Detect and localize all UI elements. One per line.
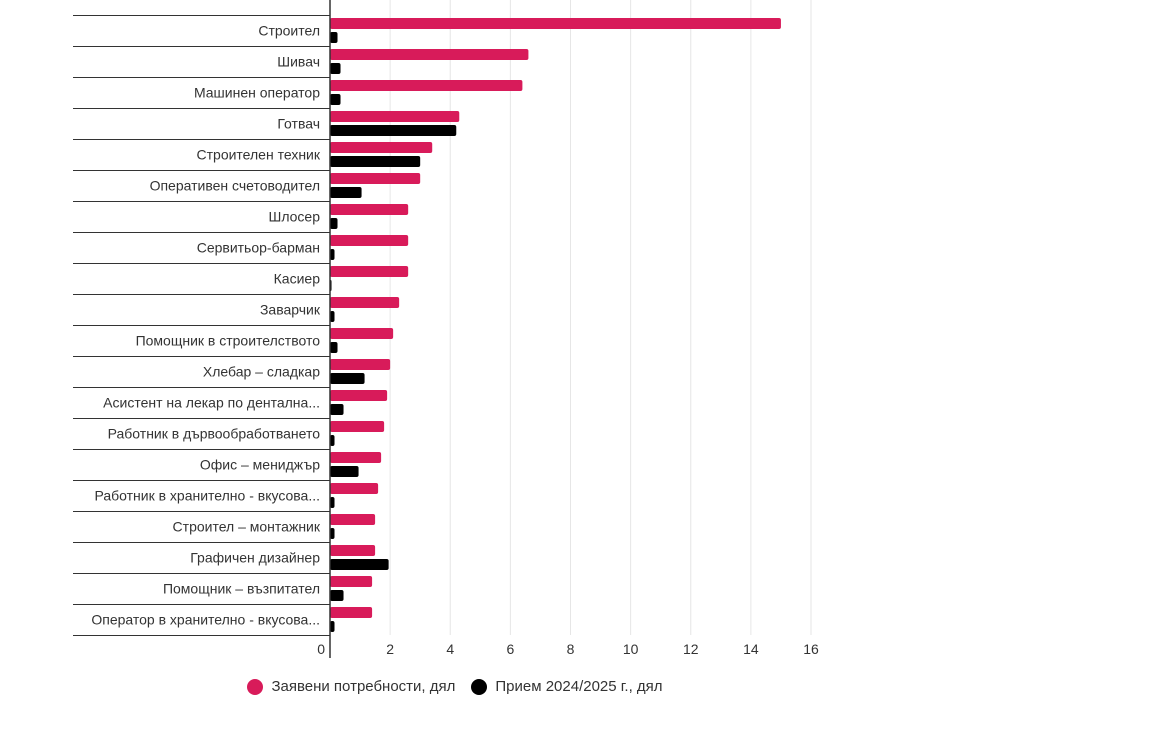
category-label: Работник в дървообработването	[108, 426, 321, 442]
bar-demand[interactable]	[330, 235, 409, 246]
legend-label-demand: Заявени потребности, дял	[271, 678, 456, 695]
bar-demand[interactable]	[330, 483, 379, 494]
bar-demand[interactable]	[330, 359, 391, 370]
category-label: Асистент на лекар по дентална...	[103, 395, 320, 411]
bar-admission[interactable]	[330, 32, 338, 43]
bar-admission[interactable]	[330, 404, 344, 415]
bars	[330, 18, 781, 632]
bar-admission[interactable]	[330, 528, 335, 539]
legend-swatch-demand	[247, 678, 264, 695]
bar-demand[interactable]	[330, 266, 409, 277]
grid-lines	[389, 0, 812, 635]
x-tick-label: 0	[317, 641, 325, 657]
bar-admission[interactable]	[330, 156, 421, 167]
category-label: Машинен оператор	[194, 85, 320, 101]
bar-demand[interactable]	[330, 576, 373, 587]
bar-demand[interactable]	[330, 514, 376, 525]
category-label: Шивач	[277, 54, 320, 70]
bar-demand[interactable]	[330, 111, 460, 122]
x-tick-label: 8	[567, 641, 575, 657]
bar-demand[interactable]	[330, 142, 433, 153]
category-label: Графичен дизайнер	[190, 550, 320, 566]
bar-demand[interactable]	[330, 49, 529, 60]
legend-swatch-admission	[471, 678, 488, 695]
category-label: Оператор в хранително - вкусова...	[91, 612, 320, 628]
bar-demand[interactable]	[330, 390, 388, 401]
category-label: Офис – мениджър	[200, 457, 320, 473]
x-tick-label: 6	[506, 641, 514, 657]
bar-admission[interactable]	[330, 435, 335, 446]
x-tick-label: 12	[683, 641, 699, 657]
category-label: Строителен техник	[197, 147, 321, 163]
legend-item-admission[interactable]: Прием 2024/2025 г., дял	[471, 678, 663, 695]
x-tick-label: 10	[623, 641, 639, 657]
bar-admission[interactable]	[330, 497, 335, 508]
x-axis-ticks: 0 2 4 6 8 10 12 14 16	[317, 641, 819, 657]
category-label: Оперативен счетоводител	[150, 178, 320, 194]
bar-demand[interactable]	[330, 204, 409, 215]
category-label: Хлебар – сладкар	[203, 364, 320, 380]
bar-admission[interactable]	[330, 187, 362, 198]
bar-admission[interactable]	[330, 373, 365, 384]
category-label: Строител – монтажник	[173, 519, 321, 535]
legend: Заявени потребности, дял Прием 2024/2025…	[0, 678, 910, 695]
bar-admission[interactable]	[330, 63, 341, 74]
bar-admission[interactable]	[330, 311, 335, 322]
bar-demand[interactable]	[330, 297, 400, 308]
x-tick-label: 4	[446, 641, 454, 657]
bar-demand[interactable]	[330, 80, 523, 91]
x-tick-label: 2	[386, 641, 394, 657]
bar-admission[interactable]	[330, 559, 389, 570]
bar-admission[interactable]	[330, 466, 359, 477]
category-label: Помощник – възпитател	[163, 581, 320, 597]
category-label: Помощник в строителството	[136, 333, 321, 349]
bar-demand[interactable]	[330, 545, 376, 556]
bar-admission[interactable]	[330, 590, 344, 601]
category-label: Шлосер	[268, 209, 320, 225]
bar-demand[interactable]	[330, 607, 373, 618]
category-label: Касиер	[274, 271, 321, 287]
x-tick-label: 14	[743, 641, 759, 657]
bar-demand[interactable]	[330, 173, 421, 184]
category-label: Сервитьор-барман	[197, 240, 320, 256]
bar-demand[interactable]	[330, 18, 781, 29]
bar-chart: Строител Шивач Машинен оператор Готвач Строи…	[73, 0, 819, 658]
category-label: Строител	[258, 23, 320, 39]
legend-label-admission: Прием 2024/2025 г., дял	[495, 678, 663, 695]
bar-demand[interactable]	[330, 328, 394, 339]
category-rows: Строител Шивач Машинен оператор Готвач Строи…	[73, 15, 330, 636]
category-label: Заварчик	[260, 302, 321, 318]
bar-demand[interactable]	[330, 421, 385, 432]
bar-admission[interactable]	[330, 342, 338, 353]
legend-item-demand[interactable]: Заявени потребности, дял	[247, 678, 455, 695]
category-label: Готвач	[277, 116, 320, 132]
bar-admission[interactable]	[330, 249, 335, 260]
x-tick-label: 16	[803, 641, 819, 657]
bar-admission[interactable]	[330, 94, 341, 105]
bar-demand[interactable]	[330, 452, 382, 463]
bar-admission[interactable]	[330, 218, 338, 229]
bar-admission[interactable]	[330, 125, 457, 136]
category-label: Работник в хранително - вкусова...	[94, 488, 320, 504]
bar-admission[interactable]	[330, 621, 335, 632]
